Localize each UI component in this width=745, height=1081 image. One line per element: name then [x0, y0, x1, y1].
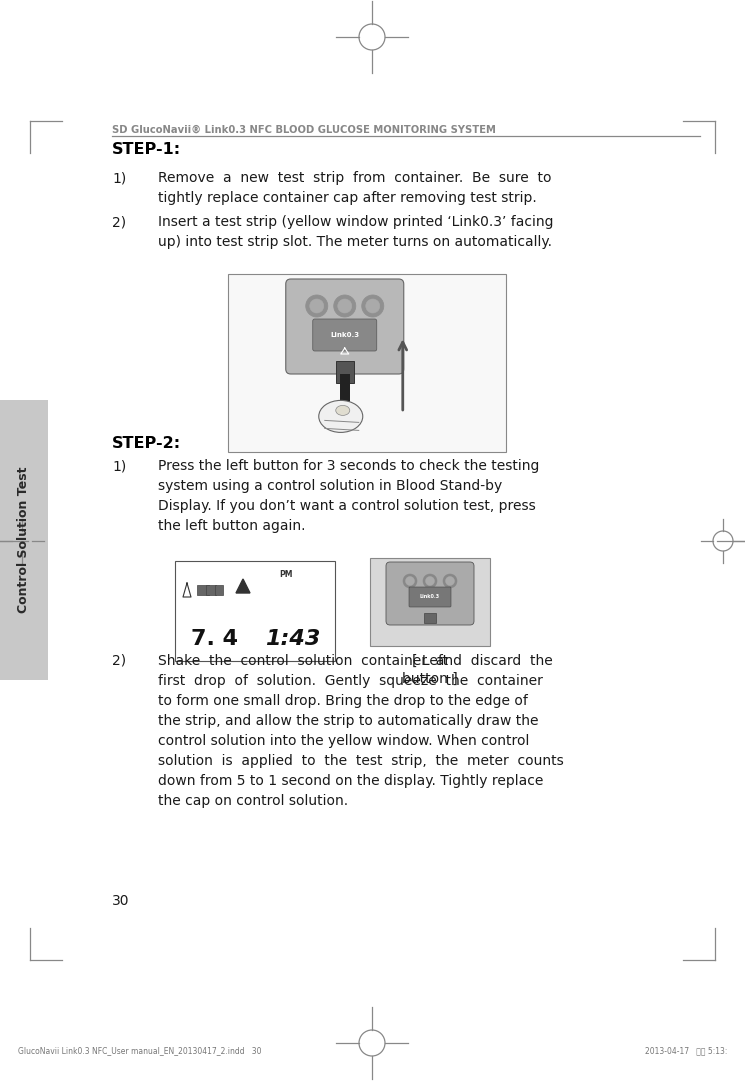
FancyBboxPatch shape: [409, 587, 451, 608]
Text: the strip, and allow the strip to automatically draw the: the strip, and allow the strip to automa…: [158, 713, 539, 728]
Text: system using a control solution in Blood Stand-by: system using a control solution in Blood…: [158, 479, 502, 493]
Circle shape: [310, 299, 324, 313]
Text: down from 5 to 1 second on the display. Tightly replace: down from 5 to 1 second on the display. …: [158, 774, 543, 788]
Text: the left button again.: the left button again.: [158, 519, 305, 533]
Ellipse shape: [336, 405, 349, 415]
Bar: [336, 361, 354, 383]
Text: Display. If you don’t want a control solution test, press: Display. If you don’t want a control sol…: [158, 499, 536, 513]
FancyBboxPatch shape: [386, 562, 474, 625]
Text: STEP-1:: STEP-1:: [112, 142, 181, 157]
FancyBboxPatch shape: [286, 279, 404, 374]
Circle shape: [334, 295, 356, 317]
Circle shape: [362, 295, 384, 317]
Circle shape: [405, 576, 414, 586]
Text: STEP-2:: STEP-2:: [112, 436, 181, 451]
Bar: [340, 374, 349, 402]
Circle shape: [423, 574, 437, 588]
Text: control solution into the yellow window. When control: control solution into the yellow window.…: [158, 734, 530, 748]
Text: the cap on control solution.: the cap on control solution.: [158, 795, 348, 808]
Circle shape: [446, 576, 454, 586]
Bar: [370, 558, 490, 646]
Text: tightly replace container cap after removing test strip.: tightly replace container cap after remo…: [158, 191, 536, 205]
Circle shape: [443, 574, 457, 588]
Text: to form one small drop. Bring the drop to the edge of: to form one small drop. Bring the drop t…: [158, 694, 528, 708]
Circle shape: [403, 574, 417, 588]
Circle shape: [337, 299, 352, 313]
FancyBboxPatch shape: [313, 319, 377, 351]
Text: PM: PM: [279, 570, 293, 579]
Text: Press the left button for 3 seconds to check the testing: Press the left button for 3 seconds to c…: [158, 459, 539, 473]
Circle shape: [366, 299, 380, 313]
Text: 1): 1): [112, 171, 126, 185]
Text: solution  is  applied  to  the  test  strip,  the  meter  counts: solution is applied to the test strip, t…: [158, 755, 564, 768]
Ellipse shape: [319, 400, 363, 432]
Bar: [197, 585, 209, 595]
Circle shape: [425, 576, 434, 586]
Text: first  drop  of  solution.  Gently  squeeze  the  container: first drop of solution. Gently squeeze t…: [158, 673, 543, 688]
Text: 2013-04-17   오후 5:13:: 2013-04-17 오후 5:13:: [644, 1046, 727, 1055]
Text: 2): 2): [112, 654, 126, 668]
Text: Control Solution Test: Control Solution Test: [17, 467, 31, 613]
Text: Link0.3: Link0.3: [420, 595, 440, 600]
Text: Remove  a  new  test  strip  from  container.  Be  sure  to: Remove a new test strip from container. …: [158, 171, 551, 185]
Polygon shape: [236, 579, 250, 593]
Bar: [206, 585, 216, 595]
Bar: [228, 273, 506, 452]
Bar: [215, 585, 223, 595]
Text: up) into test strip slot. The meter turns on automatically.: up) into test strip slot. The meter turn…: [158, 235, 552, 249]
Text: 2): 2): [112, 215, 126, 229]
Circle shape: [305, 295, 328, 317]
Text: 30: 30: [112, 894, 130, 908]
Text: 1:43: 1:43: [265, 629, 320, 649]
Text: [ Left: [ Left: [412, 654, 448, 668]
Text: SD GlucoNavii® Link0.3 NFC BLOOD GLUCOSE MONITORING SYSTEM: SD GlucoNavii® Link0.3 NFC BLOOD GLUCOSE…: [112, 125, 496, 135]
Bar: [175, 561, 335, 660]
Text: GlucoNavii Link0.3 NFC_User manual_EN_20130417_2.indd   30: GlucoNavii Link0.3 NFC_User manual_EN_20…: [18, 1046, 261, 1055]
Bar: [424, 613, 436, 623]
Bar: [0, 400, 48, 680]
Text: button ]: button ]: [402, 672, 458, 686]
Text: 7. 4: 7. 4: [191, 629, 238, 649]
Text: Shake  the  control  solution  container  and  discard  the: Shake the control solution container and…: [158, 654, 553, 668]
Text: Insert a test strip (yellow window printed ‘Link0.3’ facing: Insert a test strip (yellow window print…: [158, 215, 554, 229]
Text: Link0.3: Link0.3: [330, 332, 359, 338]
Text: 1): 1): [112, 459, 126, 473]
